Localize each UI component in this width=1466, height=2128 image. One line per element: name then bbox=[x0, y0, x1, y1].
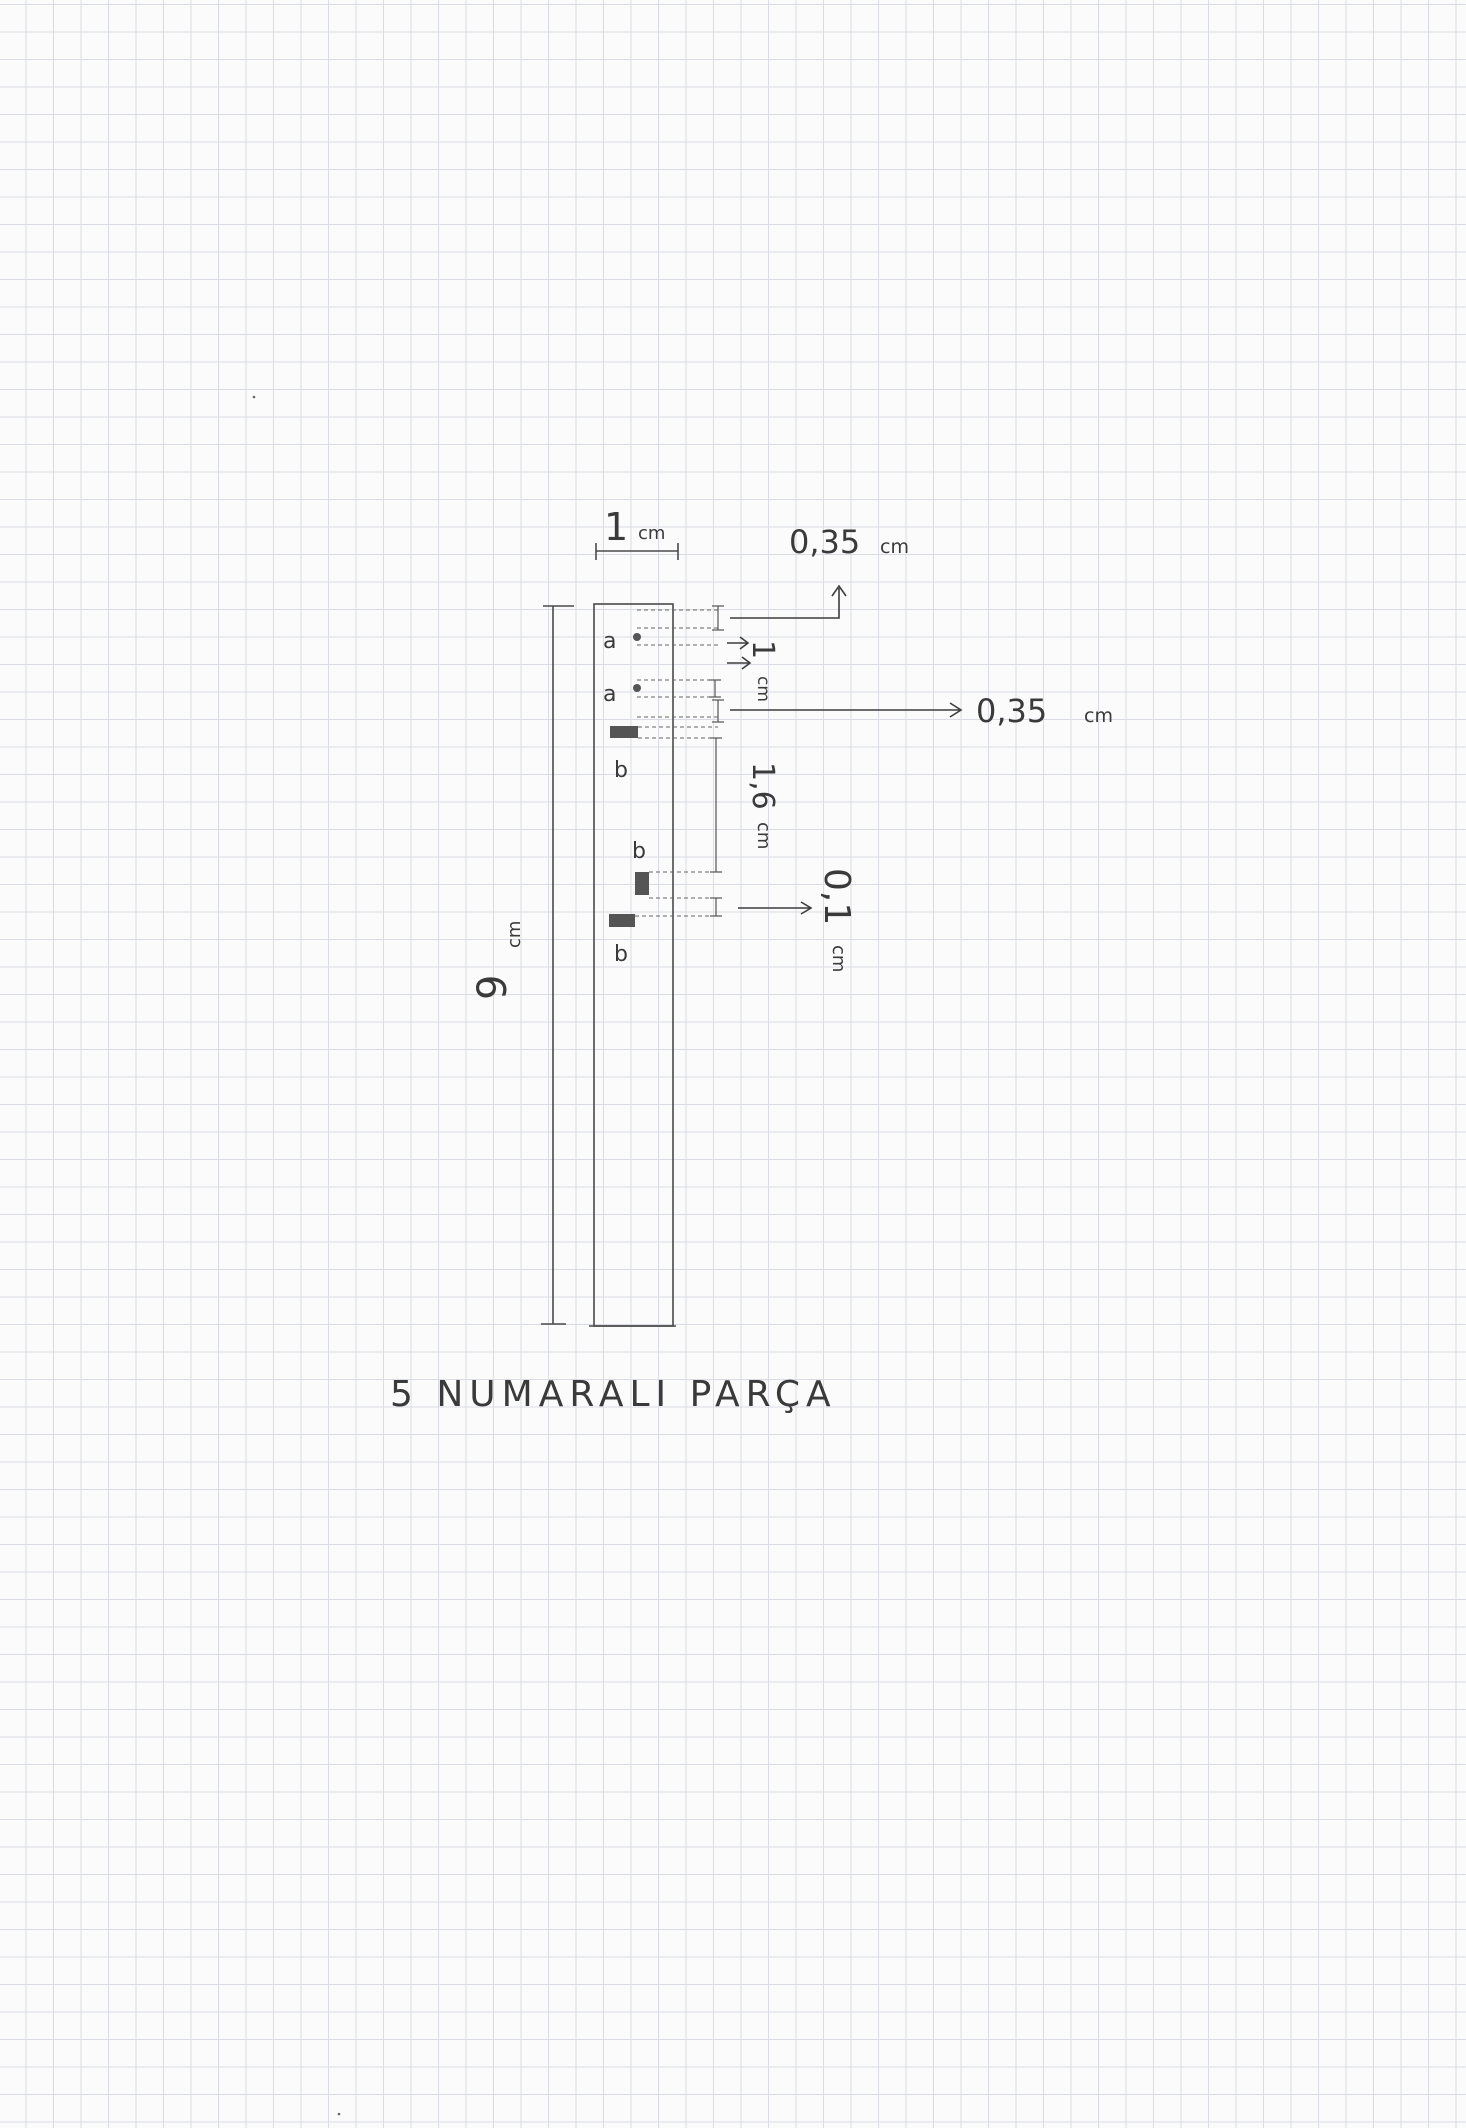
marker-b2: b bbox=[632, 839, 649, 895]
pencil-dot bbox=[252, 395, 256, 399]
part-outline bbox=[593, 603, 674, 1327]
top-gap-unit: cm bbox=[880, 536, 909, 558]
marker-b1-label: b bbox=[614, 758, 628, 783]
mid-gap-leader: 0,35 cm bbox=[730, 692, 1113, 730]
marker-b2-label: b bbox=[632, 839, 646, 864]
small-gap-leader: 0,1 cm bbox=[738, 868, 857, 972]
width-unit: cm bbox=[638, 523, 665, 544]
marker-a1-label: a bbox=[603, 629, 616, 654]
height-dimension: 9 cm bbox=[470, 605, 574, 1325]
width-value: 1 bbox=[604, 505, 628, 549]
marker-b1: b bbox=[610, 726, 638, 783]
mid-gap-unit: cm bbox=[1084, 705, 1113, 727]
slot-b1 bbox=[610, 726, 638, 738]
a-spacing-value: 1 bbox=[745, 640, 780, 659]
height-value: 9 bbox=[470, 975, 516, 1000]
b-gap-unit: cm bbox=[753, 822, 774, 849]
small-gap-value: 0,1 bbox=[816, 868, 857, 925]
width-dimension: 1 cm bbox=[595, 505, 679, 560]
a-spacing-leader: 1 cm bbox=[727, 636, 780, 702]
b-gap-value: 1,6 bbox=[745, 762, 780, 810]
small-gap-unit: cm bbox=[828, 945, 849, 972]
marker-b3: b bbox=[609, 914, 635, 967]
marker-a2-label: a bbox=[603, 682, 616, 707]
a-spacing-unit: cm bbox=[753, 676, 773, 702]
hole-a1 bbox=[633, 633, 641, 641]
marker-b3-label: b bbox=[614, 942, 628, 967]
pencil-dot bbox=[337, 2112, 341, 2116]
projection-lines bbox=[635, 609, 718, 917]
b-gap-label: 1,6 cm bbox=[745, 762, 780, 849]
hole-a2 bbox=[633, 684, 641, 692]
height-unit: cm bbox=[504, 921, 525, 948]
dimension-ticks bbox=[709, 605, 724, 917]
slot-b3 bbox=[609, 914, 635, 927]
slot-b2 bbox=[635, 872, 649, 895]
top-gap-value: 0,35 bbox=[789, 523, 860, 561]
drawing-title: 5 NUMARALI PARÇA bbox=[390, 1374, 837, 1415]
marker-a2: a bbox=[603, 682, 641, 707]
top-gap-leader: 0,35 cm bbox=[730, 523, 909, 619]
mid-gap-value: 0,35 bbox=[976, 692, 1047, 730]
marker-a1: a bbox=[603, 629, 641, 654]
